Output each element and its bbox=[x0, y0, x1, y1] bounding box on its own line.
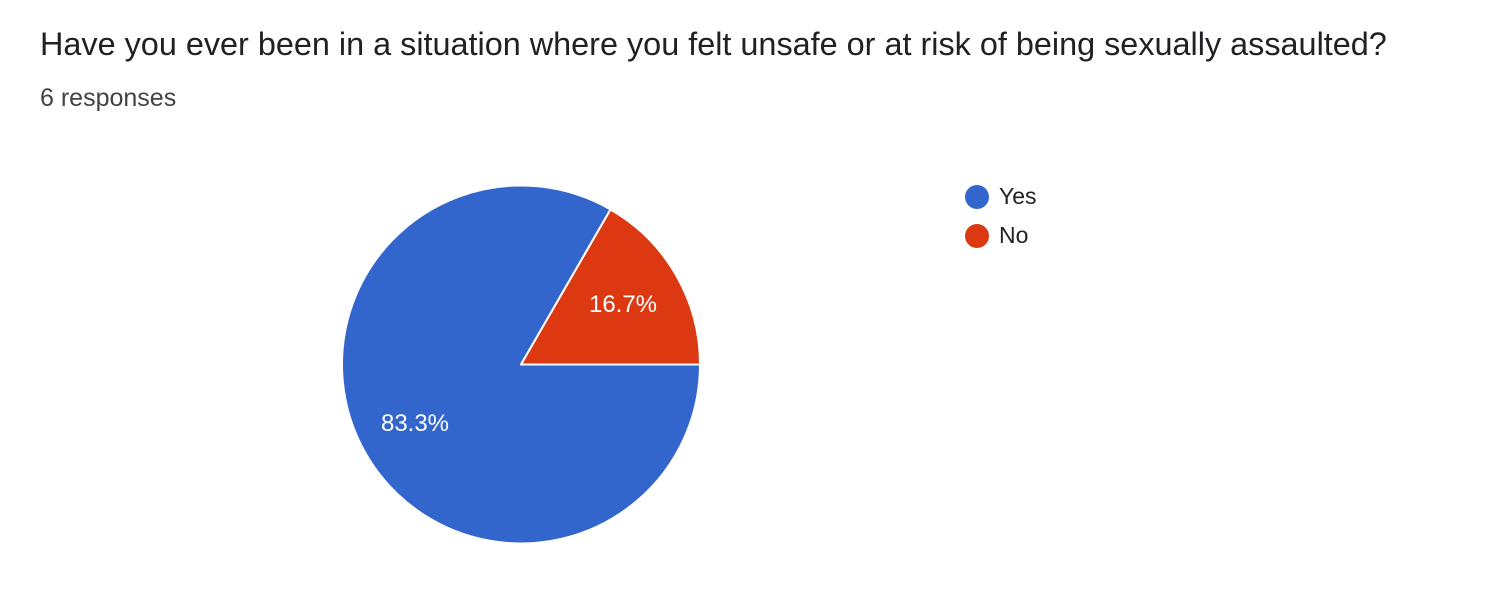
svg-text:16.7%: 16.7% bbox=[589, 291, 657, 318]
svg-text:83.3%: 83.3% bbox=[381, 410, 449, 437]
